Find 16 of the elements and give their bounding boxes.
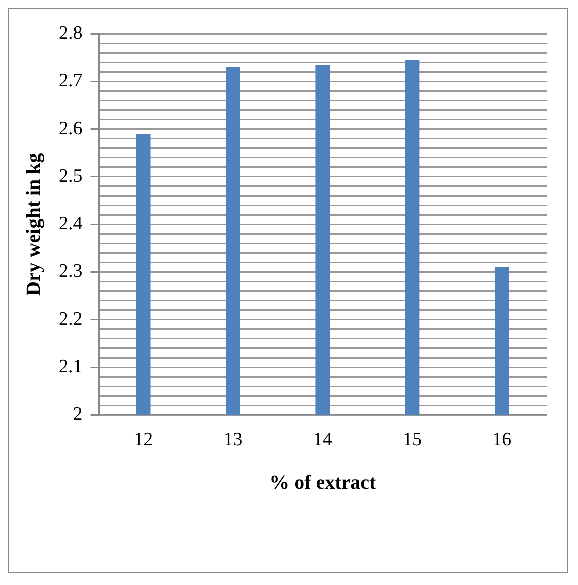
y-tick-label: 2 [73,404,83,426]
y-tick-label: 2.3 [59,261,83,282]
y-tick-label: 2.5 [59,166,83,187]
y-axis-title: Dry weight in kg [23,153,46,296]
x-tick-label: 12 [134,430,154,451]
y-tick-label: 2.7 [59,70,83,92]
x-tick-label: 14 [313,430,333,451]
x-tick-label: 16 [492,430,512,451]
y-tick-label: 2.1 [59,356,83,378]
y-tick-label: 2.4 [59,214,84,235]
y-tick-label: 2.2 [59,308,83,330]
x-tick-label: 13 [224,430,243,451]
x-tick-label: 15 [403,430,422,451]
x-axis-title: % of extract [270,472,377,494]
y-tick-label: 2.8 [59,22,83,44]
y-tick-label: 2.6 [59,118,83,140]
